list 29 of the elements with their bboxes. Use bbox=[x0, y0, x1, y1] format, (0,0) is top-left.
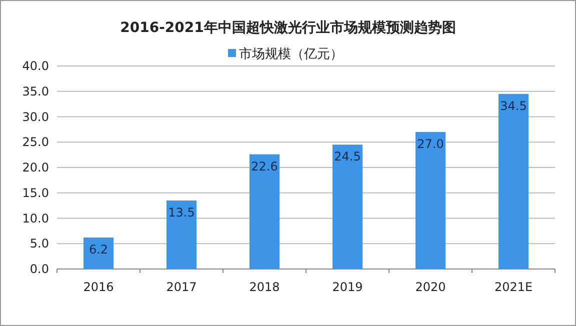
x-tick-label: 2016 bbox=[83, 280, 114, 294]
data-label: 24.5 bbox=[334, 150, 361, 164]
bar bbox=[166, 200, 196, 269]
y-tick-label: 15.0 bbox=[22, 186, 49, 200]
bar bbox=[250, 154, 280, 269]
y-tick-label: 5.0 bbox=[30, 236, 49, 251]
x-tick-label: 2018 bbox=[249, 280, 280, 294]
data-label: 34.5 bbox=[500, 98, 527, 113]
x-tick-label: 2019 bbox=[332, 280, 363, 294]
y-tick-label: 30.0 bbox=[22, 110, 49, 124]
chart-title: 2016-2021年中国超快激光行业市场规模预测趋势图 bbox=[120, 19, 456, 36]
bar bbox=[84, 238, 114, 269]
bar bbox=[416, 132, 446, 269]
y-tick-label: 10.0 bbox=[22, 211, 49, 226]
y-tick-label: 35.0 bbox=[22, 84, 49, 98]
bar bbox=[498, 94, 528, 269]
data-label: 13.5 bbox=[168, 205, 195, 220]
y-tick-label: 25.0 bbox=[22, 135, 49, 150]
legend-label: 市场规模（亿元） bbox=[239, 47, 343, 62]
x-tick-label: 2021E bbox=[494, 280, 533, 294]
x-tick-label: 2020 bbox=[415, 280, 446, 294]
y-tick-label: 0.0 bbox=[30, 262, 49, 276]
data-label: 6.2 bbox=[88, 242, 108, 257]
bar bbox=[332, 144, 362, 269]
data-label: 22.6 bbox=[251, 159, 278, 174]
data-label: 27.0 bbox=[417, 136, 444, 151]
y-tick-label: 40.0 bbox=[22, 59, 49, 73]
x-tick-label: 2017 bbox=[166, 280, 197, 294]
y-tick-label: 20.0 bbox=[22, 160, 49, 174]
